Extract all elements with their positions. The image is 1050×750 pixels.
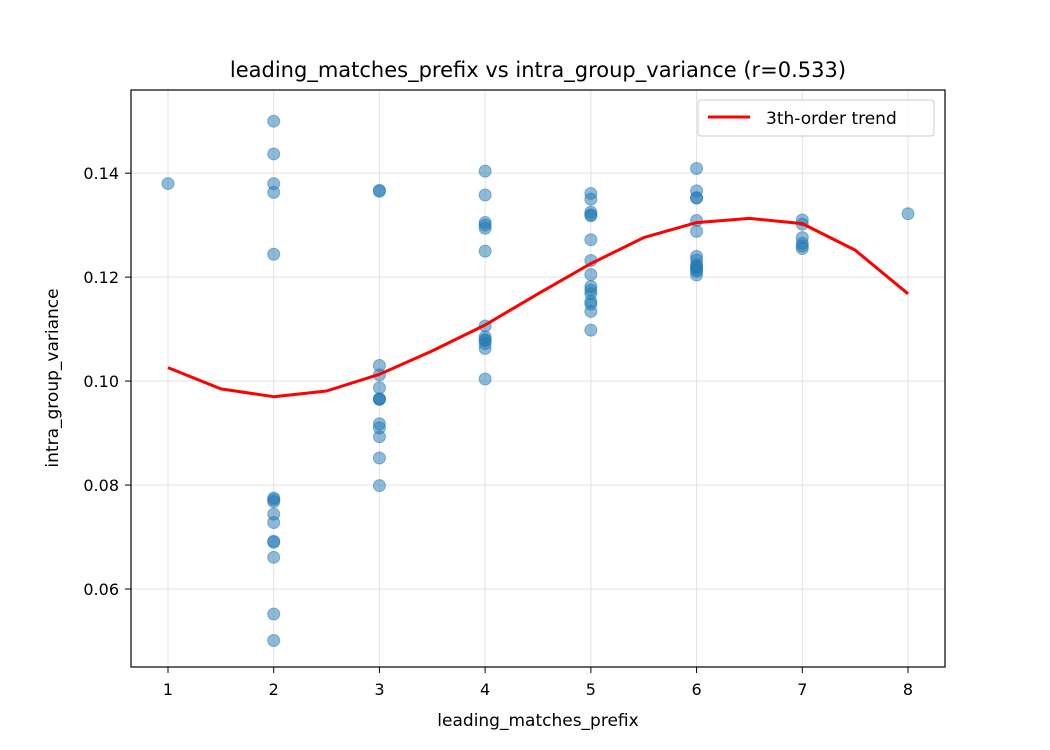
data-point (478, 333, 492, 347)
data-point (372, 430, 386, 444)
data-point (478, 244, 492, 258)
y-tick-label: 0.06 (83, 580, 119, 599)
x-tick-label: 3 (374, 680, 384, 699)
data-point (267, 550, 281, 564)
x-tick-label: 1 (163, 680, 173, 699)
data-point (161, 177, 175, 191)
data-point (372, 381, 386, 395)
y-tick-label: 0.14 (83, 164, 119, 183)
legend-label: 3th-order trend (766, 109, 897, 129)
x-tick-label: 6 (691, 680, 701, 699)
y-tick-label: 0.08 (83, 476, 119, 495)
data-point (267, 535, 281, 549)
data-point (478, 188, 492, 202)
data-point (690, 161, 704, 175)
data-point (267, 495, 281, 509)
data-point (584, 268, 598, 282)
data-point (690, 260, 704, 274)
data-point (267, 515, 281, 529)
data-point (690, 224, 704, 238)
data-point (267, 114, 281, 128)
data-point (690, 191, 704, 205)
x-tick-label: 8 (903, 680, 913, 699)
x-tick-label: 7 (797, 680, 807, 699)
y-axis-ticks: 0.06 0.08 0.10 0.12 0.14 (83, 164, 131, 599)
legend-box (697, 99, 935, 137)
y-tick-label: 0.10 (83, 372, 119, 391)
data-point (478, 164, 492, 178)
x-tick-label: 2 (269, 680, 279, 699)
y-tick-label: 0.12 (83, 268, 119, 287)
legend: 3th-order trend (697, 99, 935, 137)
data-point (267, 185, 281, 199)
plot-frame (130, 89, 946, 668)
trend-line-group (167, 216, 909, 399)
x-axis-ticks: 1 2 3 4 5 6 7 8 (163, 667, 913, 699)
data-point (901, 207, 915, 221)
data-point (478, 372, 492, 386)
data-point (372, 451, 386, 465)
data-point (267, 147, 281, 161)
data-point (584, 304, 598, 318)
data-point (267, 607, 281, 621)
trend-line (167, 216, 909, 399)
data-point (478, 221, 492, 235)
x-tick-label: 5 (586, 680, 596, 699)
data-point (795, 242, 809, 256)
y-axis-label: intra_group_variance (43, 288, 63, 467)
data-point (372, 479, 386, 493)
data-point (584, 192, 598, 206)
data-point (584, 233, 598, 247)
data-point (584, 209, 598, 223)
chart-title: leading_matches_prefix vs intra_group_va… (230, 58, 846, 83)
data-point (372, 184, 386, 198)
data-point (267, 247, 281, 261)
x-tick-label: 4 (480, 680, 490, 699)
x-axis-label: leading_matches_prefix (437, 711, 638, 731)
data-point (584, 323, 598, 337)
data-point (267, 633, 281, 647)
data-points (161, 114, 915, 647)
data-point (372, 392, 386, 406)
